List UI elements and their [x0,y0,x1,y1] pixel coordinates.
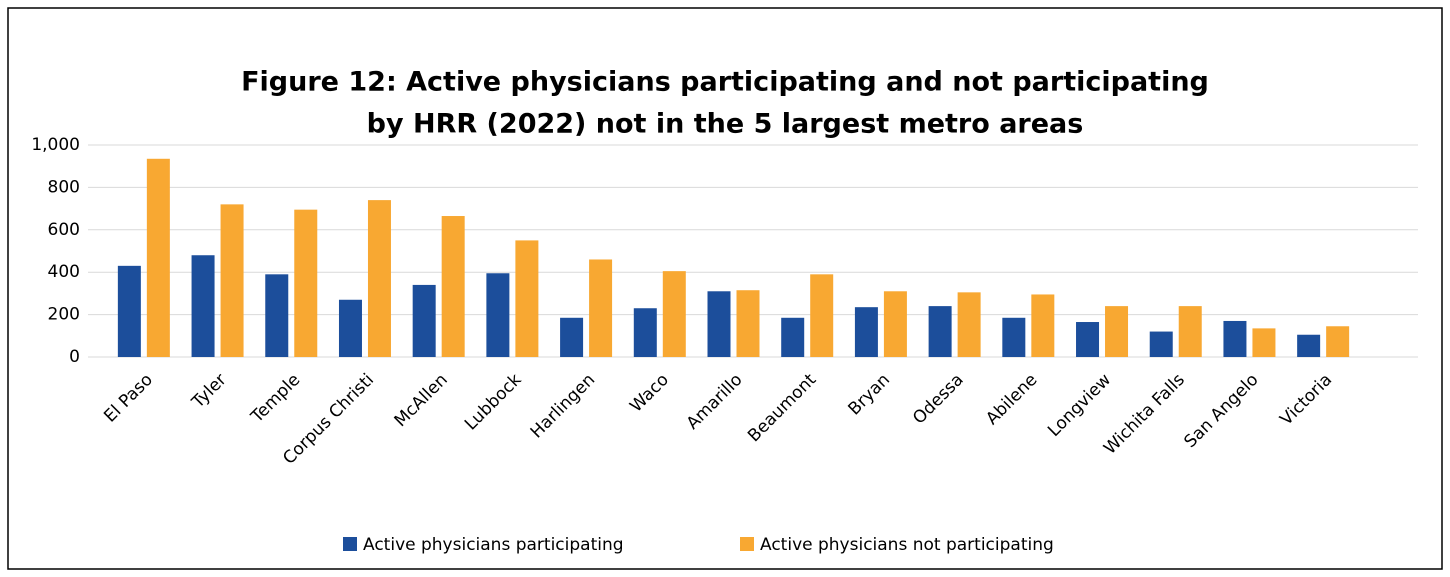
bar [191,255,215,357]
bar [810,274,834,357]
legend-swatch [740,537,754,551]
bar [1297,334,1321,357]
bar [1149,331,1173,357]
bar [220,204,244,357]
bar [1178,306,1202,357]
bar [560,317,584,357]
bar [1223,320,1247,357]
bar [1002,317,1026,357]
bar [294,209,318,357]
bar [736,290,760,357]
legend-label: Active physicians not participating [760,535,1054,555]
y-tick-label: 600 [48,220,80,240]
bar [1031,294,1055,357]
bar [957,292,981,357]
bar [1076,322,1100,357]
bar [117,265,141,357]
bar [146,158,170,357]
legend-label: Active physicians participating [363,535,624,555]
y-tick-label: 200 [48,305,80,325]
bar [1105,306,1129,357]
bar [367,200,391,357]
bar [265,274,289,357]
bar [928,306,952,357]
y-tick-label: 800 [48,177,80,197]
bar [441,216,465,357]
y-tick-label: 1,000 [31,135,80,155]
chart-title: by HRR (2022) not in the 5 largest metro… [367,109,1084,140]
bar [589,259,613,357]
bar [633,308,657,357]
bar [854,307,878,357]
bar [412,284,436,357]
bar [486,273,510,357]
bar [1326,326,1350,357]
chart-border [7,7,1443,570]
bar [781,317,805,357]
bar [883,291,907,357]
bar [707,291,731,357]
bar [515,240,539,357]
y-tick-label: 0 [69,347,80,367]
bar [1252,328,1276,357]
y-tick-label: 400 [48,262,80,282]
bar [662,271,686,357]
bar [338,299,362,357]
legend-swatch [343,537,357,551]
chart-title: Figure 12: Active physicians participati… [241,67,1209,98]
